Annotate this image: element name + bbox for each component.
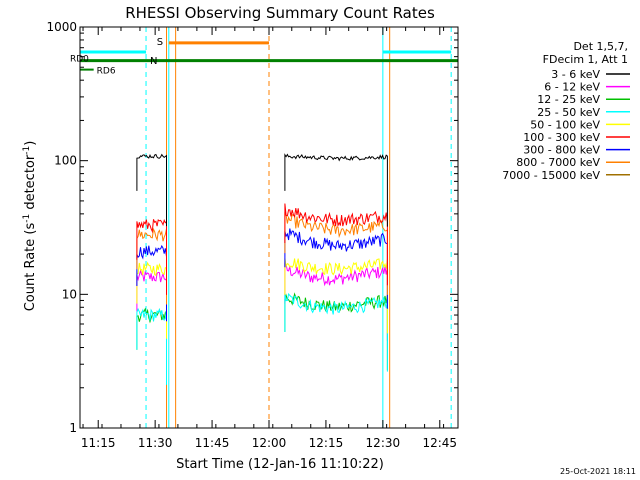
series-4-segment-0	[136, 261, 167, 339]
x-tick-label-3: 12:00	[252, 436, 287, 450]
series-2	[136, 292, 388, 385]
y-tick-label-0: 1	[69, 421, 77, 435]
series-4	[136, 258, 388, 339]
series-6-segment-0	[136, 244, 167, 322]
series-1-segment-1	[284, 262, 388, 341]
y-axis-label: Count Rate (s-1 detector-1)	[22, 141, 38, 312]
x-tick-label-2: 11:45	[195, 436, 230, 450]
legend-label-1: 6 - 12 keV	[544, 81, 600, 94]
series-7-segment-0	[136, 227, 167, 305]
x-axis-label: Start Time (12-Jan-16 11:10:22)	[176, 457, 384, 472]
series-0-segment-0	[136, 153, 167, 227]
series-7-segment-1	[284, 212, 388, 295]
series-5-segment-0	[136, 218, 167, 295]
series-3	[136, 292, 388, 385]
legend-label-8: 7000 - 15000 keV	[502, 169, 600, 182]
series-1-segment-0	[136, 269, 167, 347]
data-layer	[136, 153, 388, 385]
series-1	[136, 262, 388, 347]
series-2-segment-0	[136, 307, 167, 385]
x-tick-label-5: 12:30	[366, 436, 401, 450]
rd6-flag-label: RD6	[97, 67, 116, 77]
series-0-segment-1	[284, 153, 388, 227]
x-tick-label-4: 12:15	[309, 436, 344, 450]
footer-timestamp: 25-Oct-2021 18:11	[560, 467, 636, 476]
saa-flag-label: S	[157, 37, 163, 48]
night-flag-label: N	[150, 56, 157, 67]
series-5	[136, 203, 388, 295]
legend-header-1: Det 1,5,7,	[573, 40, 628, 53]
axes: 1 10 100 1000 11:15 11:30 11:45 12:00 12:15 12:30…	[46, 20, 458, 450]
legend-label-7: 800 - 7000 keV	[516, 156, 600, 169]
series-7	[136, 212, 388, 305]
series-6-segment-1	[284, 228, 388, 309]
legend-label-2: 12 - 25 keV	[537, 93, 600, 106]
y-tick-label-3: 1000	[46, 20, 77, 34]
legend-label-3: 25 - 50 keV	[537, 106, 600, 119]
legend-label-0: 3 - 6 keV	[551, 68, 600, 81]
legend-label-4: 50 - 100 keV	[530, 118, 600, 131]
y-tick-label-2: 100	[54, 154, 77, 168]
series-4-segment-1	[284, 258, 388, 334]
chart-title: RHESSI Observing Summary Count Rates	[125, 4, 435, 22]
x-tick-label-1: 11:30	[138, 436, 173, 450]
series-6	[136, 228, 388, 322]
series-0	[136, 153, 388, 227]
series-3-segment-1	[284, 292, 388, 372]
series-3-segment-0	[136, 307, 167, 385]
legend-label-6: 300 - 800 keV	[523, 144, 600, 157]
legend-header-2: FDecim 1, Att 1	[543, 53, 628, 66]
x-tick-label-6: 12:45	[422, 436, 457, 450]
x-tick-label-0: 11:15	[81, 436, 116, 450]
legend-label-5: 100 - 300 keV	[523, 131, 600, 144]
series-5-segment-1	[284, 203, 388, 286]
y-tick-label-1: 10	[62, 287, 77, 301]
